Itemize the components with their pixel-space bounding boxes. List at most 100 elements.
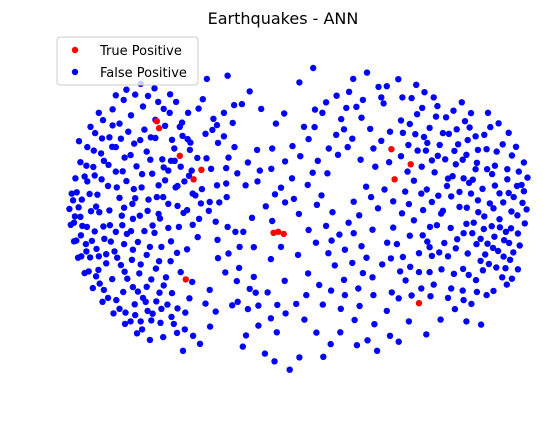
points-layer — [66, 65, 531, 373]
data-point-false-positive — [274, 302, 280, 308]
data-point-false-positive — [152, 135, 158, 141]
data-point-false-positive — [515, 230, 521, 236]
data-point-false-positive — [357, 157, 363, 163]
data-point-false-positive — [469, 230, 475, 236]
data-point-false-positive — [353, 104, 359, 110]
data-point-false-positive — [179, 133, 185, 139]
data-point-false-positive — [174, 330, 180, 336]
data-point-false-positive — [471, 220, 477, 226]
data-point-false-positive — [149, 171, 155, 177]
data-point-false-positive — [460, 230, 466, 236]
data-point-false-positive — [169, 137, 175, 143]
data-point-false-positive — [496, 190, 502, 196]
data-point-false-positive — [209, 127, 215, 133]
data-point-false-positive — [78, 232, 84, 238]
data-point-false-positive — [178, 164, 184, 170]
data-point-false-positive — [224, 73, 230, 79]
data-point-false-positive — [305, 270, 311, 276]
data-point-false-positive — [125, 129, 131, 135]
data-point-false-positive — [320, 354, 326, 360]
data-point-false-positive — [99, 135, 105, 141]
data-point-false-positive — [363, 184, 369, 190]
data-point-false-positive — [407, 264, 413, 270]
data-point-false-positive — [271, 358, 277, 364]
data-point-false-positive — [98, 150, 104, 156]
data-point-false-positive — [122, 321, 128, 327]
data-point-false-positive — [134, 330, 140, 336]
data-point-false-positive — [221, 110, 227, 116]
data-point-false-positive — [370, 292, 376, 298]
data-point-false-positive — [513, 144, 519, 150]
data-point-false-positive — [144, 308, 150, 314]
data-point-true-positive — [198, 167, 204, 173]
data-point-false-positive — [387, 129, 393, 135]
data-point-false-positive — [394, 241, 400, 247]
data-point-false-positive — [101, 158, 107, 164]
data-point-false-positive — [493, 264, 499, 270]
data-point-false-positive — [204, 76, 210, 82]
data-point-false-positive — [375, 84, 381, 90]
data-point-false-positive — [419, 164, 425, 170]
data-point-false-positive — [165, 201, 171, 207]
data-point-false-positive — [130, 247, 136, 253]
data-point-false-positive — [255, 302, 261, 308]
data-point-false-positive — [156, 258, 162, 264]
data-point-false-positive — [325, 250, 331, 256]
data-point-false-positive — [454, 126, 460, 132]
data-point-false-positive — [506, 240, 512, 246]
data-point-false-positive — [404, 168, 410, 174]
data-point-false-positive — [200, 96, 206, 102]
data-point-false-positive — [190, 190, 196, 196]
data-point-false-positive — [504, 176, 510, 182]
data-point-false-positive — [167, 91, 173, 97]
legend-marker-true-positive — [72, 47, 78, 53]
data-point-false-positive — [423, 147, 429, 153]
data-point-false-positive — [324, 170, 330, 176]
data-point-false-positive — [293, 301, 299, 307]
data-point-false-positive — [144, 284, 150, 290]
data-point-false-positive — [257, 167, 263, 173]
data-point-false-positive — [491, 234, 497, 240]
data-point-false-positive — [310, 65, 316, 71]
data-point-false-positive — [338, 116, 344, 122]
data-point-false-positive — [116, 195, 122, 201]
data-point-false-positive — [92, 172, 98, 178]
data-point-false-positive — [87, 254, 93, 260]
data-point-false-positive — [167, 110, 173, 116]
data-point-false-positive — [407, 121, 413, 127]
data-point-false-positive — [251, 244, 257, 250]
data-point-false-positive — [236, 265, 242, 271]
data-point-false-positive — [135, 239, 141, 245]
data-point-false-positive — [77, 214, 83, 220]
data-point-false-positive — [508, 208, 514, 214]
data-point-false-positive — [296, 211, 302, 217]
data-point-false-positive — [407, 233, 413, 239]
data-point-false-positive — [127, 152, 133, 158]
data-point-false-positive — [480, 267, 486, 273]
data-point-false-positive — [155, 211, 161, 217]
data-point-false-positive — [468, 110, 474, 116]
data-point-false-positive — [131, 186, 137, 192]
data-point-false-positive — [107, 222, 113, 228]
data-point-false-positive — [445, 253, 451, 259]
data-point-false-positive — [345, 220, 351, 226]
data-point-false-positive — [378, 138, 384, 144]
data-point-false-positive — [502, 265, 508, 271]
data-point-false-positive — [213, 219, 219, 225]
data-point-false-positive — [328, 341, 334, 347]
data-point-false-positive — [315, 158, 321, 164]
data-point-false-positive — [360, 97, 366, 103]
data-point-false-positive — [426, 125, 432, 131]
data-point-false-positive — [174, 250, 180, 256]
data-point-false-positive — [519, 200, 525, 206]
data-point-false-positive — [225, 154, 231, 160]
data-point-false-positive — [167, 258, 173, 264]
data-point-false-positive — [435, 193, 441, 199]
data-point-false-positive — [413, 82, 419, 88]
data-point-false-positive — [424, 238, 430, 244]
data-point-false-positive — [431, 94, 437, 100]
data-point-false-positive — [198, 200, 204, 206]
data-point-false-positive — [151, 85, 157, 91]
data-point-false-positive — [515, 266, 521, 272]
data-point-false-positive — [427, 224, 433, 230]
